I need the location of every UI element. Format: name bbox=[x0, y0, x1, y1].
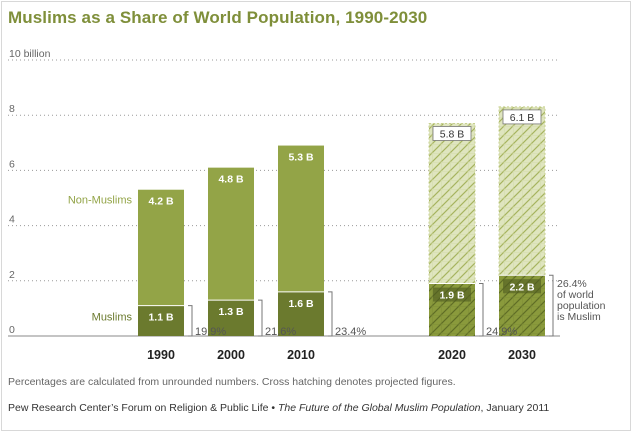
share-bracket bbox=[258, 299, 263, 337]
share-label: 21.6% bbox=[265, 326, 296, 338]
value-label-muslims: 1.3 B bbox=[218, 306, 244, 318]
x-tick-label: 2000 bbox=[217, 348, 245, 362]
value-label-box bbox=[502, 109, 542, 125]
share-label: 24.9% bbox=[486, 326, 517, 338]
bar-non-muslims bbox=[208, 167, 254, 301]
source-title: The Future of the Global Muslim Populati… bbox=[278, 402, 481, 414]
value-label-non-muslims: 5.8 B bbox=[440, 128, 465, 140]
bar-non-muslims bbox=[278, 145, 324, 292]
value-label-muslims: 1.9 B bbox=[439, 290, 465, 302]
y-tick-label: 2 bbox=[9, 269, 15, 281]
source-line: Pew Research Center’s Forum on Religion … bbox=[8, 402, 549, 414]
bar-muslims bbox=[208, 300, 254, 336]
source-suffix: , January 2011 bbox=[480, 402, 550, 414]
value-label-non-muslims: 4.2 B bbox=[148, 196, 174, 208]
value-label-muslims: 1.6 B bbox=[288, 298, 314, 310]
share-label: 19.9% bbox=[195, 326, 226, 338]
value-label-non-muslims: 5.3 B bbox=[288, 152, 314, 164]
chart-note: Percentages are calculated from unrounde… bbox=[8, 376, 456, 388]
bar-non-muslims bbox=[428, 122, 476, 285]
share-label: 23.4% bbox=[335, 326, 366, 338]
value-label-box bbox=[503, 279, 541, 294]
source-prefix: Pew Research Center’s Forum on Religion … bbox=[8, 402, 278, 414]
bars bbox=[138, 106, 546, 336]
y-tick-label: 4 bbox=[9, 214, 15, 226]
share-bracket bbox=[549, 274, 554, 337]
bar-muslims bbox=[138, 305, 184, 336]
share-bracket bbox=[188, 305, 193, 337]
share-bracket bbox=[479, 283, 484, 337]
share-bracket bbox=[328, 291, 333, 337]
y-tick-label: 6 bbox=[9, 158, 15, 170]
value-label-non-muslims: 4.8 B bbox=[218, 174, 244, 186]
series-label-muslims: Muslims bbox=[92, 312, 133, 324]
value-label-muslims: 2.2 B bbox=[509, 281, 535, 293]
chart-title: Muslims as a Share of World Population, … bbox=[8, 8, 428, 27]
bar-non-muslims bbox=[138, 189, 184, 306]
value-label-box bbox=[433, 287, 471, 302]
y-tick-label: 10 billion bbox=[9, 48, 51, 60]
y-tick-label: 0 bbox=[9, 324, 15, 336]
x-tick-label: 2010 bbox=[287, 348, 315, 362]
x-tick-label: 1990 bbox=[147, 348, 175, 362]
bar-muslims bbox=[278, 291, 324, 336]
labels: 0 2 4 6 8 10 billion 4.2 B 1.1 B 19.9% 1990 4.8 B 1… bbox=[9, 48, 606, 362]
share-note-2030: 26.4% bbox=[557, 278, 587, 290]
x-tick-label: 2030 bbox=[508, 348, 536, 362]
value-label-non-muslims: 6.1 B bbox=[510, 112, 535, 124]
chart-svg: 0 2 4 6 8 10 billion 4.2 B 1.1 B 19.9% 1990 4.8 B 1… bbox=[8, 48, 606, 362]
y-tick-label: 8 bbox=[9, 103, 15, 115]
share-note-2030: is Muslim bbox=[557, 311, 601, 323]
bar-non-muslims bbox=[498, 106, 546, 276]
share-note-2030: population bbox=[557, 300, 606, 312]
value-label-muslims: 1.1 B bbox=[148, 312, 174, 324]
series-label-non-muslims: Non-Muslims bbox=[68, 195, 133, 207]
x-tick-label: 2020 bbox=[438, 348, 466, 362]
value-label-box bbox=[432, 126, 472, 141]
share-note-2030: of world bbox=[557, 289, 594, 301]
